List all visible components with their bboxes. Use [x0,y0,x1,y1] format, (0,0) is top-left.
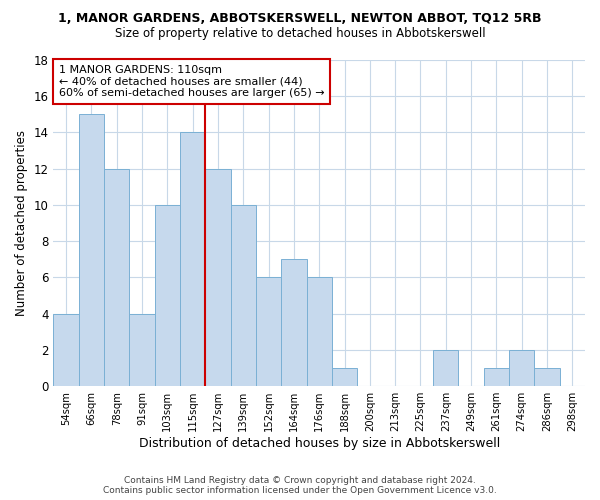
Bar [205,168,230,386]
Bar [332,368,357,386]
Bar [130,314,155,386]
Text: 1 MANOR GARDENS: 110sqm
← 40% of detached houses are smaller (44)
60% of semi-de: 1 MANOR GARDENS: 110sqm ← 40% of detache… [59,65,325,98]
Bar [535,368,560,386]
Text: Size of property relative to detached houses in Abbotskerswell: Size of property relative to detached ho… [115,28,485,40]
Bar [281,260,307,386]
Bar [155,205,180,386]
Bar [484,368,509,386]
Bar [53,314,79,386]
X-axis label: Distribution of detached houses by size in Abbotskerswell: Distribution of detached houses by size … [139,437,500,450]
Bar [79,114,104,386]
Bar [180,132,205,386]
Bar [230,205,256,386]
Text: Contains HM Land Registry data © Crown copyright and database right 2024.
Contai: Contains HM Land Registry data © Crown c… [103,476,497,495]
Text: 1, MANOR GARDENS, ABBOTSKERSWELL, NEWTON ABBOT, TQ12 5RB: 1, MANOR GARDENS, ABBOTSKERSWELL, NEWTON… [58,12,542,26]
Bar [509,350,535,386]
Bar [104,168,130,386]
Bar [433,350,458,386]
Bar [256,278,281,386]
Y-axis label: Number of detached properties: Number of detached properties [15,130,28,316]
Bar [307,278,332,386]
